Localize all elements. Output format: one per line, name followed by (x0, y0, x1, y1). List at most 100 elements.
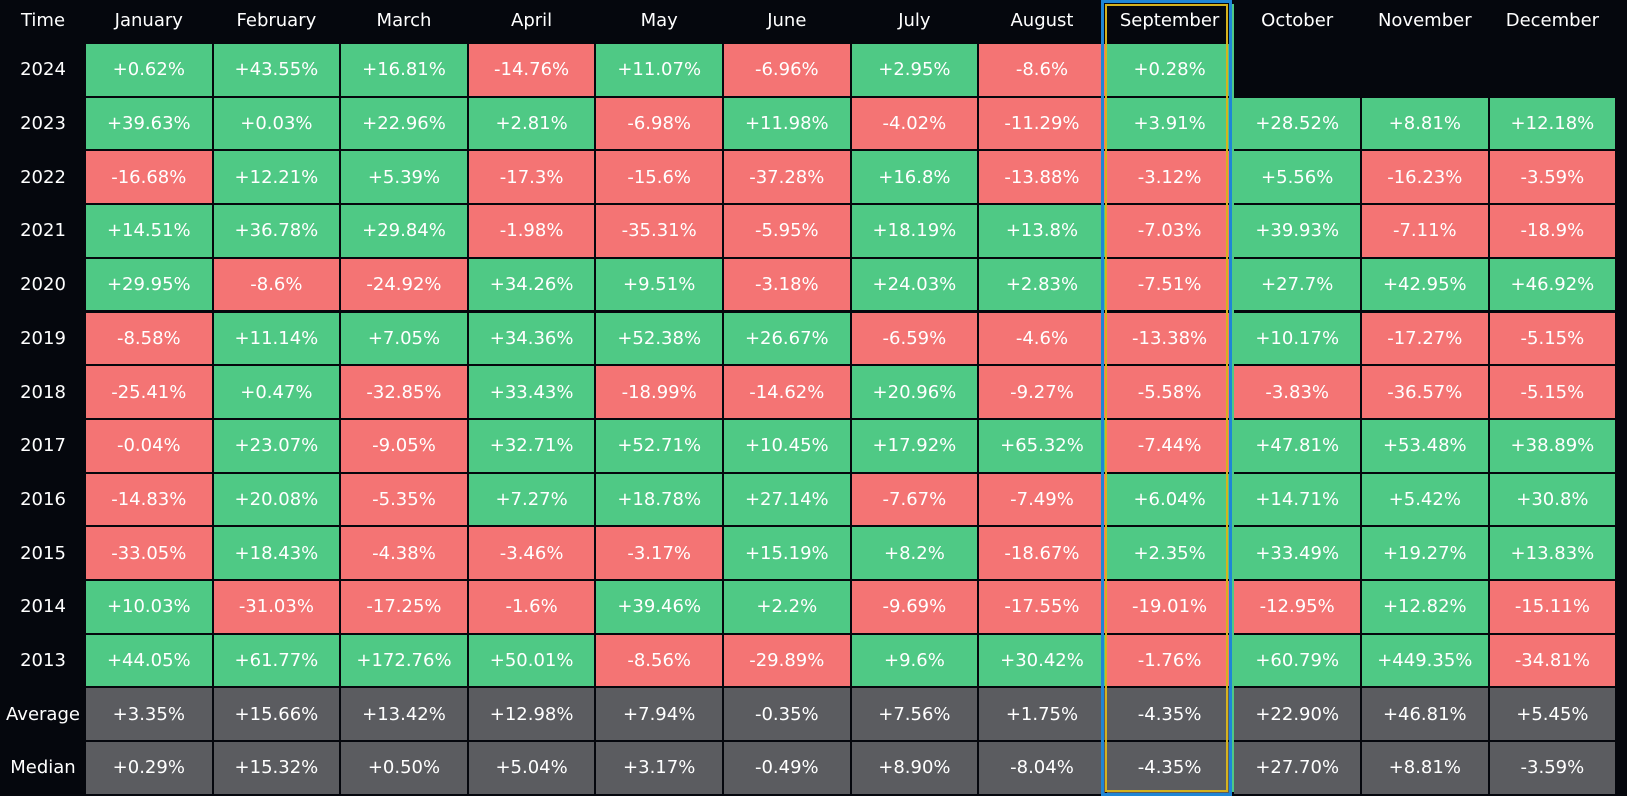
cell-2013-november: +449.35% (1362, 634, 1488, 687)
cell-average-september: -4.35% (1106, 688, 1233, 741)
cell-2014-may: +39.46% (596, 581, 722, 633)
cell-2022-november: -16.23% (1362, 151, 1488, 204)
row-label-2014: 2014 (20, 596, 66, 618)
row-label-2021: 2021 (20, 220, 66, 242)
cell-2018-march: -32.85% (341, 366, 467, 418)
cell-median-november: +8.81% (1362, 742, 1488, 794)
cell-2020-january: +29.95% (86, 258, 212, 311)
cell-median-may: +3.17% (596, 742, 722, 794)
cell-2019-october: +10.17% (1234, 312, 1360, 365)
cell-2023-december: +12.18% (1489, 97, 1616, 150)
cell-2017-october: +47.81% (1234, 419, 1360, 472)
cell-2014-november: +12.82% (1362, 581, 1488, 633)
cell-2023-september: +3.91% (1106, 97, 1233, 150)
cell-2017-september: -7.44% (1106, 419, 1233, 472)
cell-2022-july: +16.8% (851, 151, 978, 204)
cell-2013-april: +50.01% (468, 634, 595, 687)
cell-2013-december: -34.81% (1489, 634, 1616, 687)
cell-2020-may: +9.51% (596, 258, 722, 311)
cell-2015-january: -33.05% (86, 527, 212, 579)
cell-2022-august: -13.88% (979, 151, 1105, 204)
cell-2022-april: -17.3% (468, 151, 595, 204)
column-header-december: December (1505, 9, 1600, 31)
cell-2017-march: -9.05% (341, 419, 467, 472)
cell-2014-february: -31.03% (213, 581, 340, 633)
cell-median-october: +27.70% (1234, 742, 1360, 794)
cell-2017-december: +38.89% (1489, 419, 1616, 472)
row-label-2016: 2016 (20, 488, 66, 510)
cell-2021-april: -1.98% (468, 205, 595, 257)
cell-2019-december: -5.15% (1489, 312, 1616, 365)
column-header-april: April (511, 9, 553, 31)
cell-2018-september: -5.58% (1106, 366, 1233, 418)
cell-average-july: +7.56% (851, 688, 978, 741)
cell-2019-may: +52.38% (596, 312, 722, 365)
cell-2021-may: -35.31% (596, 205, 722, 257)
cell-median-february: +15.32% (213, 742, 340, 794)
cell-median-september: -4.35% (1106, 742, 1233, 794)
column-header-february: February (236, 9, 317, 31)
cell-2018-november: -36.57% (1362, 366, 1488, 418)
cell-2020-november: +42.95% (1362, 258, 1488, 311)
cell-2021-february: +36.78% (213, 205, 340, 257)
cell-2022-december: -3.59% (1489, 151, 1616, 204)
corner-label-time: Time (20, 9, 66, 31)
cell-2024-july: +2.95% (851, 44, 978, 96)
cell-average-april: +12.98% (468, 688, 595, 741)
cell-2015-november: +19.27% (1362, 527, 1488, 579)
cell-2023-november: +8.81% (1362, 97, 1488, 150)
column-header-september: September (1119, 9, 1220, 31)
column-header-november: November (1377, 9, 1472, 31)
cell-average-february: +15.66% (213, 688, 340, 741)
cell-2017-july: +17.92% (851, 419, 978, 472)
cell-median-january: +0.29% (86, 742, 212, 794)
cell-2020-february: -8.6% (213, 258, 340, 311)
cell-2016-february: +20.08% (213, 473, 340, 526)
cell-median-april: +5.04% (468, 742, 595, 794)
cell-2024-february: +43.55% (213, 44, 340, 96)
cell-2023-april: +2.81% (468, 97, 595, 150)
cell-2016-september: +6.04% (1106, 473, 1233, 526)
cell-2019-november: -17.27% (1362, 312, 1488, 365)
cell-2014-august: -17.55% (979, 581, 1105, 633)
cell-2013-february: +61.77% (213, 634, 340, 687)
row-label-2015: 2015 (20, 542, 66, 564)
cell-2016-november: +5.42% (1362, 473, 1488, 526)
cell-average-november: +46.81% (1362, 688, 1488, 741)
cell-2018-april: +33.43% (468, 366, 595, 418)
cell-2017-november: +53.48% (1362, 419, 1488, 472)
cell-2020-august: +2.83% (979, 258, 1105, 311)
cell-2013-august: +30.42% (979, 634, 1105, 687)
cell-2016-march: -5.35% (341, 473, 467, 526)
cell-2019-july: -6.59% (851, 312, 978, 365)
cell-2017-june: +10.45% (724, 419, 850, 472)
cell-2020-september: -7.51% (1106, 258, 1233, 311)
cell-2014-january: +10.03% (86, 581, 212, 633)
cell-2022-february: +12.21% (213, 151, 340, 204)
cell-2018-may: -18.99% (596, 366, 722, 418)
cell-2022-march: +5.39% (341, 151, 467, 204)
row-label-2023: 2023 (20, 113, 66, 135)
cell-average-october: +22.90% (1234, 688, 1360, 741)
row-label-2022: 2022 (20, 166, 66, 188)
cell-2015-july: +8.2% (851, 527, 978, 579)
cell-2016-july: -7.67% (851, 473, 978, 526)
cell-median-july: +8.90% (851, 742, 978, 794)
cell-2015-june: +15.19% (724, 527, 850, 579)
cell-2014-march: -17.25% (341, 581, 467, 633)
cell-2013-march: +172.76% (341, 634, 467, 687)
cell-2019-february: +11.14% (213, 312, 340, 365)
column-header-january: January (114, 9, 183, 31)
cell-2013-july: +9.6% (851, 634, 978, 687)
cell-2024-september: +0.28% (1106, 44, 1233, 96)
row-label-median: Median (10, 757, 76, 779)
column-header-august: August (1010, 9, 1074, 31)
cell-2023-august: -11.29% (979, 97, 1105, 150)
cell-2017-february: +23.07% (213, 419, 340, 472)
cell-2020-march: -24.92% (341, 258, 467, 311)
row-label-2017: 2017 (20, 435, 66, 457)
cell-2023-february: +0.03% (213, 97, 340, 150)
cell-2017-august: +65.32% (979, 419, 1105, 472)
cell-2017-april: +32.71% (468, 419, 595, 472)
cell-2015-august: -18.67% (979, 527, 1105, 579)
